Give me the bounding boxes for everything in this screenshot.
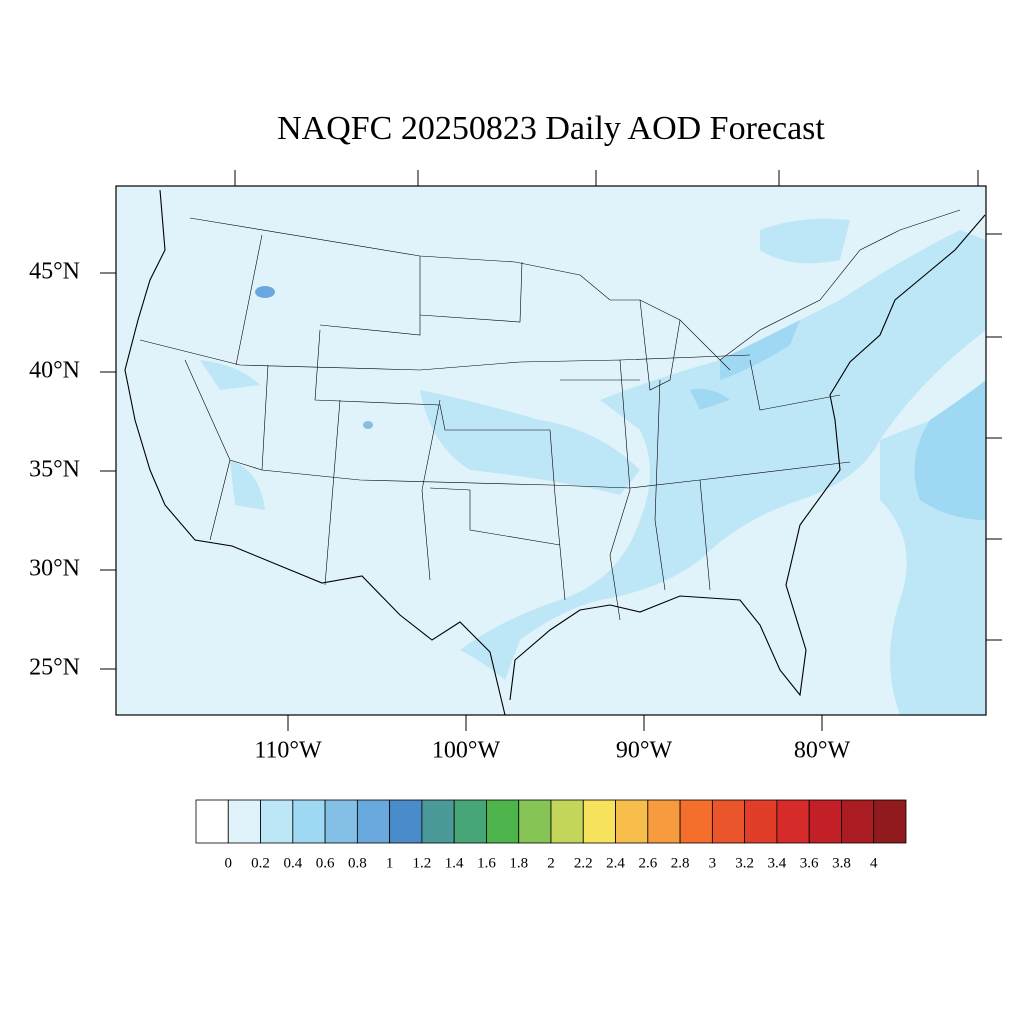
colorbar-box	[227, 799, 261, 844]
country-border	[189, 209, 961, 547]
colorbar-label: 1.4	[445, 855, 464, 871]
map-frame	[115, 185, 987, 716]
state-borders	[139, 234, 851, 621]
colorbar-box	[711, 799, 746, 844]
lon-label: 90°W	[616, 738, 673, 764]
colorbar-box	[486, 799, 520, 844]
colorbar-label: 2	[547, 855, 555, 871]
lat-label: 45°N	[29, 259, 80, 285]
colorbar-label: 0.8	[348, 855, 367, 871]
colorbar-box	[356, 799, 391, 844]
colorbar-label: 3.4	[768, 855, 787, 871]
colorbar-label: 1.2	[413, 855, 432, 871]
colorbar-label: 3.2	[735, 855, 754, 871]
colorbar-label: 0	[225, 855, 233, 871]
colorbar-label: 3.8	[832, 855, 851, 871]
map-panel	[115, 170, 1002, 716]
colorbar-label: 2.8	[671, 855, 690, 871]
colorbar-box	[873, 799, 907, 844]
colorbar-box	[453, 799, 487, 844]
lon-label: 80°W	[794, 738, 851, 764]
colorbar-label: 0.2	[251, 855, 270, 871]
colorbar-box	[808, 799, 842, 844]
colorbar-label: 1.6	[477, 855, 496, 871]
colorbar-box	[292, 799, 326, 844]
lon-label: 110°W	[254, 738, 322, 764]
colorbar-box	[776, 799, 810, 844]
colorbar-label: 1.8	[509, 855, 528, 871]
colorbar-label: 2.6	[638, 855, 657, 871]
lat-label: 40°N	[29, 358, 80, 384]
lat-label: 25°N	[29, 655, 80, 681]
colorbar-box	[615, 799, 649, 844]
colorbar-label: 0.6	[316, 855, 335, 871]
colorbar-box	[582, 799, 616, 844]
colorbar-label: 4	[870, 855, 878, 871]
aod-high-regions	[255, 286, 986, 520]
colorbar-box	[518, 799, 552, 844]
colorbar-box	[260, 799, 294, 844]
colorbar-box	[679, 799, 713, 844]
colorbar-box	[324, 799, 358, 844]
colorbar-box	[841, 799, 875, 844]
colorbar-label: 0.4	[283, 855, 302, 871]
colorbar-box	[744, 799, 778, 844]
lat-label: 30°N	[29, 556, 80, 582]
map-title: NAQFC 20250823 Daily AOD Forecast	[277, 110, 825, 147]
colorbar-label: 3.6	[800, 855, 819, 871]
colorbar-box	[195, 799, 229, 844]
decorative-ticks	[234, 170, 1002, 641]
colorbar-label: 2.2	[574, 855, 593, 871]
colorbar-box	[647, 799, 681, 844]
lon-label: 100°W	[432, 738, 501, 764]
colorbar-box	[421, 799, 455, 844]
colorbar-label: 2.4	[606, 855, 625, 871]
colorbar-label: 1	[386, 855, 394, 871]
colorbar-label: 3	[709, 855, 717, 871]
lat-label: 35°N	[29, 457, 80, 483]
colorbar-box	[550, 799, 584, 844]
colorbar-box	[389, 799, 423, 844]
